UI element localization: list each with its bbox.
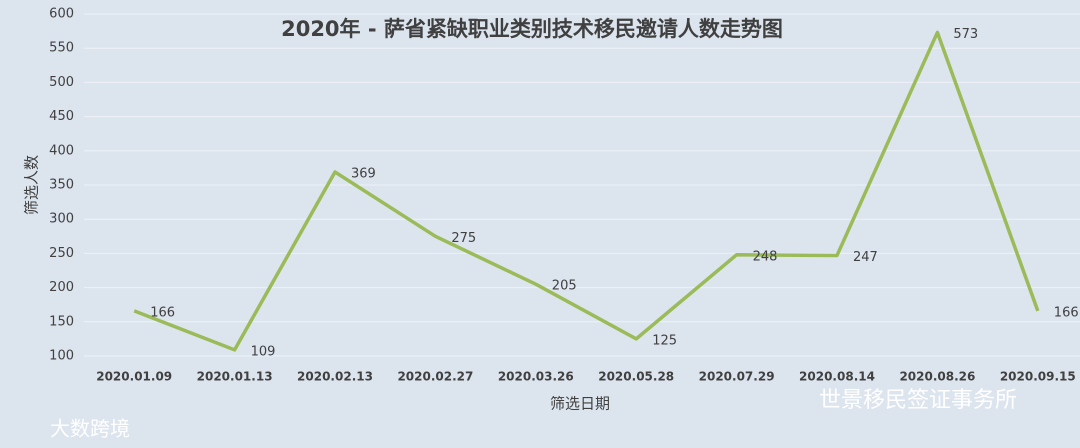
- x-axis-label: 筛选日期: [550, 395, 610, 413]
- chart-title: 2020年 - 萨省紧缺职业类别技术移民邀请人数走势图: [281, 17, 783, 41]
- data-label: 247: [853, 250, 878, 265]
- y-tick-label: 450: [49, 109, 74, 124]
- data-line: [133, 30, 1040, 352]
- watermark: 世景移民签证事务所: [819, 388, 1017, 413]
- y-tick-label: 300: [49, 212, 74, 227]
- x-tick-label: 2020.07.29: [699, 370, 775, 384]
- x-tick-label: 2020.02.13: [297, 370, 373, 384]
- data-label: 369: [351, 167, 376, 182]
- data-label: 125: [652, 333, 677, 348]
- data-label: 109: [251, 344, 276, 359]
- y-tick-label: 250: [49, 246, 74, 261]
- y-tick-label: 350: [49, 178, 74, 193]
- data-label: 275: [451, 231, 476, 246]
- x-tick-label: 2020.08.26: [899, 370, 975, 384]
- y-tick-label: 150: [49, 314, 74, 329]
- data-label: 573: [953, 27, 978, 42]
- data-label: 166: [1054, 305, 1079, 320]
- x-tick-label: 2020.03.26: [498, 370, 574, 384]
- y-tick-label: 500: [49, 75, 74, 90]
- data-label: 248: [753, 249, 778, 264]
- y-tick-label: 400: [49, 143, 74, 158]
- data-label: 166: [150, 305, 175, 320]
- y-tick-label: 200: [49, 280, 74, 295]
- x-tick-label: 2020.02.27: [397, 370, 473, 384]
- y-tick-label: 550: [49, 41, 74, 56]
- x-tick-label: 2020.08.14: [799, 370, 875, 384]
- x-tick-label: 2020.01.09: [96, 370, 172, 384]
- x-tick-label: 2020.09.15: [1000, 370, 1076, 384]
- watermark: 大数跨境: [50, 417, 130, 441]
- y-axis-label: 筛选人数: [23, 155, 41, 215]
- y-tick-label: 600: [49, 7, 74, 22]
- data-label: 205: [552, 279, 577, 294]
- x-tick-label: 2020.05.28: [598, 370, 674, 384]
- x-tick-label: 2020.01.13: [197, 370, 273, 384]
- y-tick-label: 100: [49, 349, 74, 364]
